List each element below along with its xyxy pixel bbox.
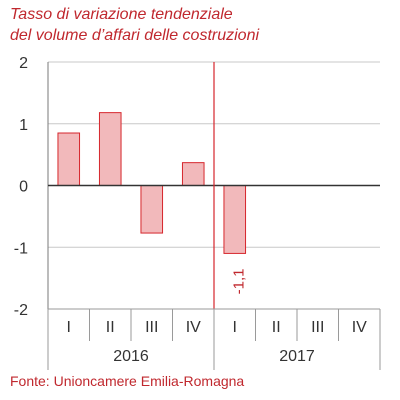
x-tick-label: I — [233, 319, 237, 336]
bar — [98, 112, 122, 186]
y-tick-label: 0 — [19, 179, 28, 196]
x-tick-label: III — [145, 319, 158, 336]
x-tick-label: IV — [186, 319, 201, 336]
bar — [223, 185, 247, 254]
x-tick-label: II — [272, 319, 281, 336]
chart-source: Fonte: Unioncamere Emilia-Romagna — [10, 373, 245, 389]
x-group-label: 2017 — [279, 348, 315, 365]
x-tick-label: II — [106, 319, 115, 336]
chart-title-line-1: Tasso di variazione tendenziale — [10, 6, 233, 23]
x-tick-label: III — [311, 319, 324, 336]
bar — [181, 162, 205, 186]
x-tick-label: IV — [352, 319, 367, 336]
x-group-label: 2016 — [113, 348, 149, 365]
y-tick-label: -2 — [14, 302, 28, 319]
y-tick-label: 2 — [19, 55, 28, 72]
bar — [140, 185, 164, 234]
chart-title: Tasso di variazione tendenziale del volu… — [10, 4, 259, 46]
data-label: -1,1 — [231, 268, 248, 294]
y-tick-label: -1 — [14, 240, 28, 257]
y-tick-label: 1 — [19, 117, 28, 134]
x-tick-label: I — [67, 319, 71, 336]
bar — [57, 132, 81, 186]
chart-title-line-2: del volume d’affari delle costruzioni — [10, 27, 260, 44]
